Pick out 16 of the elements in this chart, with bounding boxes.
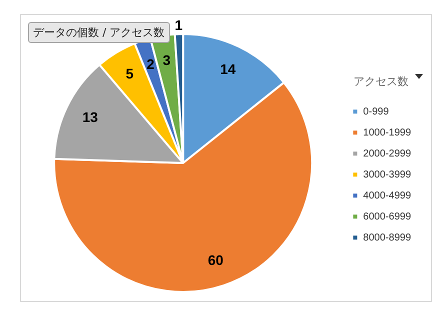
data-label: 5 xyxy=(126,66,134,82)
text: データの個数 / アクセス数 xyxy=(28,22,170,43)
legend-title: アクセス数 xyxy=(354,76,409,88)
legend-label: 0-999 xyxy=(363,106,390,118)
data-label: 3 xyxy=(162,52,171,68)
legend-label: 6000-6999 xyxy=(363,211,412,222)
data-label: 14 xyxy=(220,60,236,77)
data-label: 1 xyxy=(174,16,183,33)
legend-label: 2000-2999 xyxy=(363,148,412,160)
data-label: 60 xyxy=(208,252,224,268)
data-label: 2 xyxy=(146,56,155,72)
legend-label: 4000-4999 xyxy=(363,190,412,202)
legend-label: 1000-1999 xyxy=(363,127,412,138)
legend-label: 3000-3999 xyxy=(363,169,412,180)
legend-label: 8000-8999 xyxy=(363,232,412,244)
data-label: 13 xyxy=(82,109,98,126)
